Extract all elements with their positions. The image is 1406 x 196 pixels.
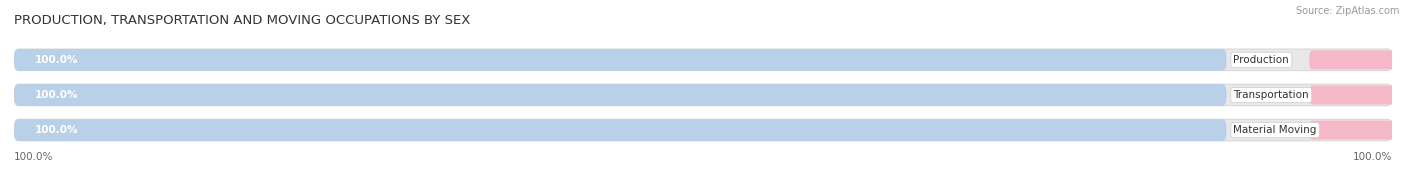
- FancyBboxPatch shape: [14, 119, 1226, 141]
- Text: 100.0%: 100.0%: [35, 55, 79, 65]
- FancyBboxPatch shape: [14, 84, 1392, 106]
- FancyBboxPatch shape: [1309, 85, 1406, 104]
- Text: PRODUCTION, TRANSPORTATION AND MOVING OCCUPATIONS BY SEX: PRODUCTION, TRANSPORTATION AND MOVING OC…: [14, 14, 471, 27]
- Text: 100.0%: 100.0%: [35, 90, 79, 100]
- Text: Transportation: Transportation: [1233, 90, 1309, 100]
- Text: 100.0%: 100.0%: [35, 125, 79, 135]
- FancyBboxPatch shape: [14, 119, 1392, 141]
- Text: 100.0%: 100.0%: [14, 152, 53, 162]
- FancyBboxPatch shape: [14, 49, 1226, 71]
- FancyBboxPatch shape: [1309, 121, 1406, 140]
- Text: 100.0%: 100.0%: [1353, 152, 1392, 162]
- FancyBboxPatch shape: [14, 49, 1392, 71]
- FancyBboxPatch shape: [1309, 50, 1406, 69]
- Text: Source: ZipAtlas.com: Source: ZipAtlas.com: [1295, 6, 1399, 16]
- Text: Production: Production: [1233, 55, 1289, 65]
- FancyBboxPatch shape: [14, 84, 1226, 106]
- Text: Material Moving: Material Moving: [1233, 125, 1317, 135]
